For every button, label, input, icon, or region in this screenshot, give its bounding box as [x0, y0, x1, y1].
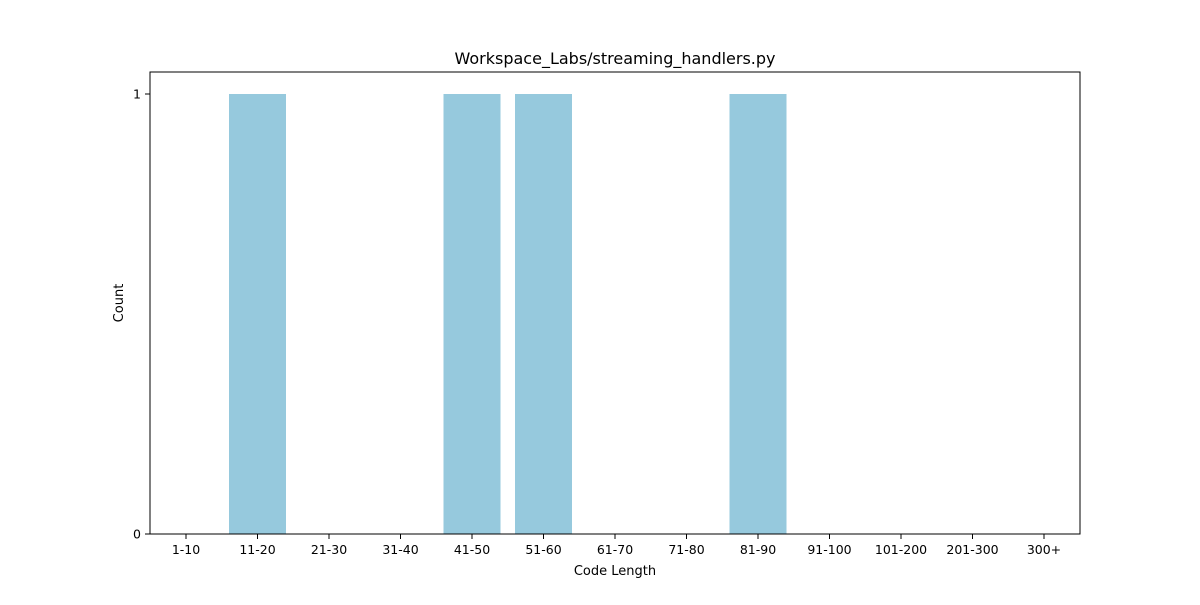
- y-axis-label: Count: [112, 284, 127, 323]
- y-tick-label: 1: [133, 87, 141, 102]
- y-axis-ticks: 01: [133, 87, 150, 542]
- x-tick-label: 91-100: [807, 542, 851, 557]
- x-tick-label: 201-300: [946, 542, 998, 557]
- x-tick-label: 81-90: [740, 542, 776, 557]
- x-tick-label: 71-80: [668, 542, 704, 557]
- x-tick-label: 11-20: [239, 542, 275, 557]
- x-tick-label: 1-10: [172, 542, 200, 557]
- bars-group: [229, 94, 787, 534]
- chart-title: Workspace_Labs/streaming_handlers.py: [454, 49, 775, 69]
- x-axis-ticks: 1-10 11-20 21-30 31-40 41-50 51-60 61-70 71-80 8…: [172, 534, 1061, 557]
- x-axis-label: Code Length: [574, 564, 656, 579]
- bar-11-20: [229, 94, 286, 534]
- x-tick-label: 101-200: [875, 542, 927, 557]
- x-tick-label: 51-60: [525, 542, 561, 557]
- bar-81-90: [729, 94, 787, 534]
- x-tick-label: 31-40: [382, 542, 418, 557]
- x-tick-label: 41-50: [454, 542, 490, 557]
- bar-41-50: [443, 94, 501, 534]
- x-tick-label: 61-70: [597, 542, 633, 557]
- y-tick-label: 0: [133, 527, 141, 542]
- x-tick-label: 21-30: [311, 542, 347, 557]
- bar-51-60: [515, 94, 572, 534]
- x-tick-label: 300+: [1027, 542, 1061, 557]
- plot-area-frame: [149, 71, 1081, 535]
